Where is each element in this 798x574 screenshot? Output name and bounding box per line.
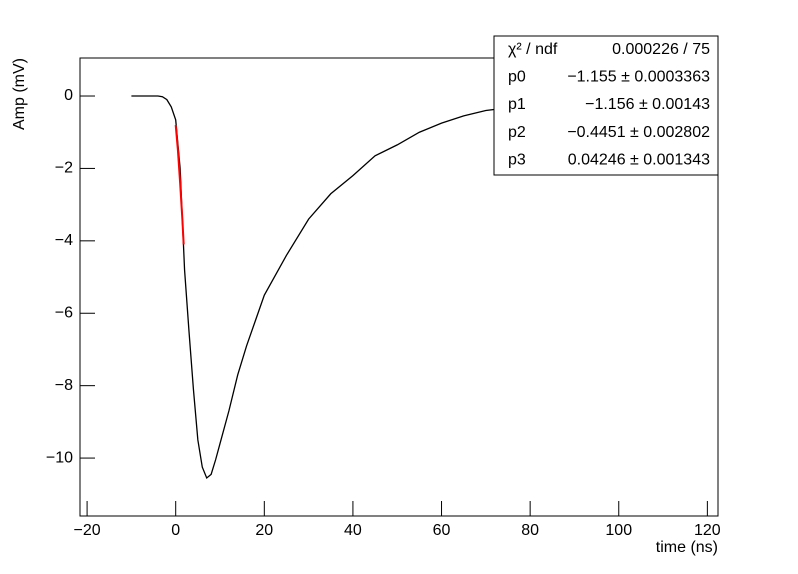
stats-label: p0: [508, 69, 526, 86]
stats-value: −0.4451 ± 0.002802: [567, 124, 710, 141]
frame: [79, 57, 719, 517]
x-tick-label: 100: [605, 522, 632, 539]
stats-label: p2: [508, 124, 526, 141]
stats-label: p1: [508, 96, 526, 113]
x-tick-label: 80: [521, 522, 539, 539]
stats-value: −1.155 ± 0.0003363: [567, 69, 710, 86]
stats-label: p3: [508, 151, 526, 168]
series-line: [174, 124, 185, 245]
x-tick-label: 20: [255, 522, 273, 539]
stats-label: χ² / ndf: [508, 41, 558, 58]
stats-value: 0.000226 / 75: [612, 41, 710, 58]
stats-value: 0.04246 ± 0.001343: [568, 151, 710, 168]
y-tick-label: −10: [46, 449, 73, 466]
y-axis-label: Amp (mV): [11, 58, 28, 130]
x-tick-label: 60: [433, 522, 451, 539]
y-tick-label: −8: [55, 377, 73, 394]
y-tick-label: −4: [55, 232, 73, 249]
stats-box: [493, 35, 719, 176]
x-tick-label: 120: [694, 522, 721, 539]
x-tick-label: −20: [74, 522, 101, 539]
x-tick-label: 40: [344, 522, 362, 539]
series-line: [131, 95, 708, 480]
x-tick-label: 0: [171, 522, 180, 539]
stats-value: −1.156 ± 0.00143: [585, 96, 710, 113]
y-tick-label: 0: [64, 87, 73, 104]
y-tick-label: −2: [55, 160, 73, 177]
x-axis-label: time (ns): [656, 539, 718, 556]
y-tick-label: −6: [55, 304, 73, 321]
